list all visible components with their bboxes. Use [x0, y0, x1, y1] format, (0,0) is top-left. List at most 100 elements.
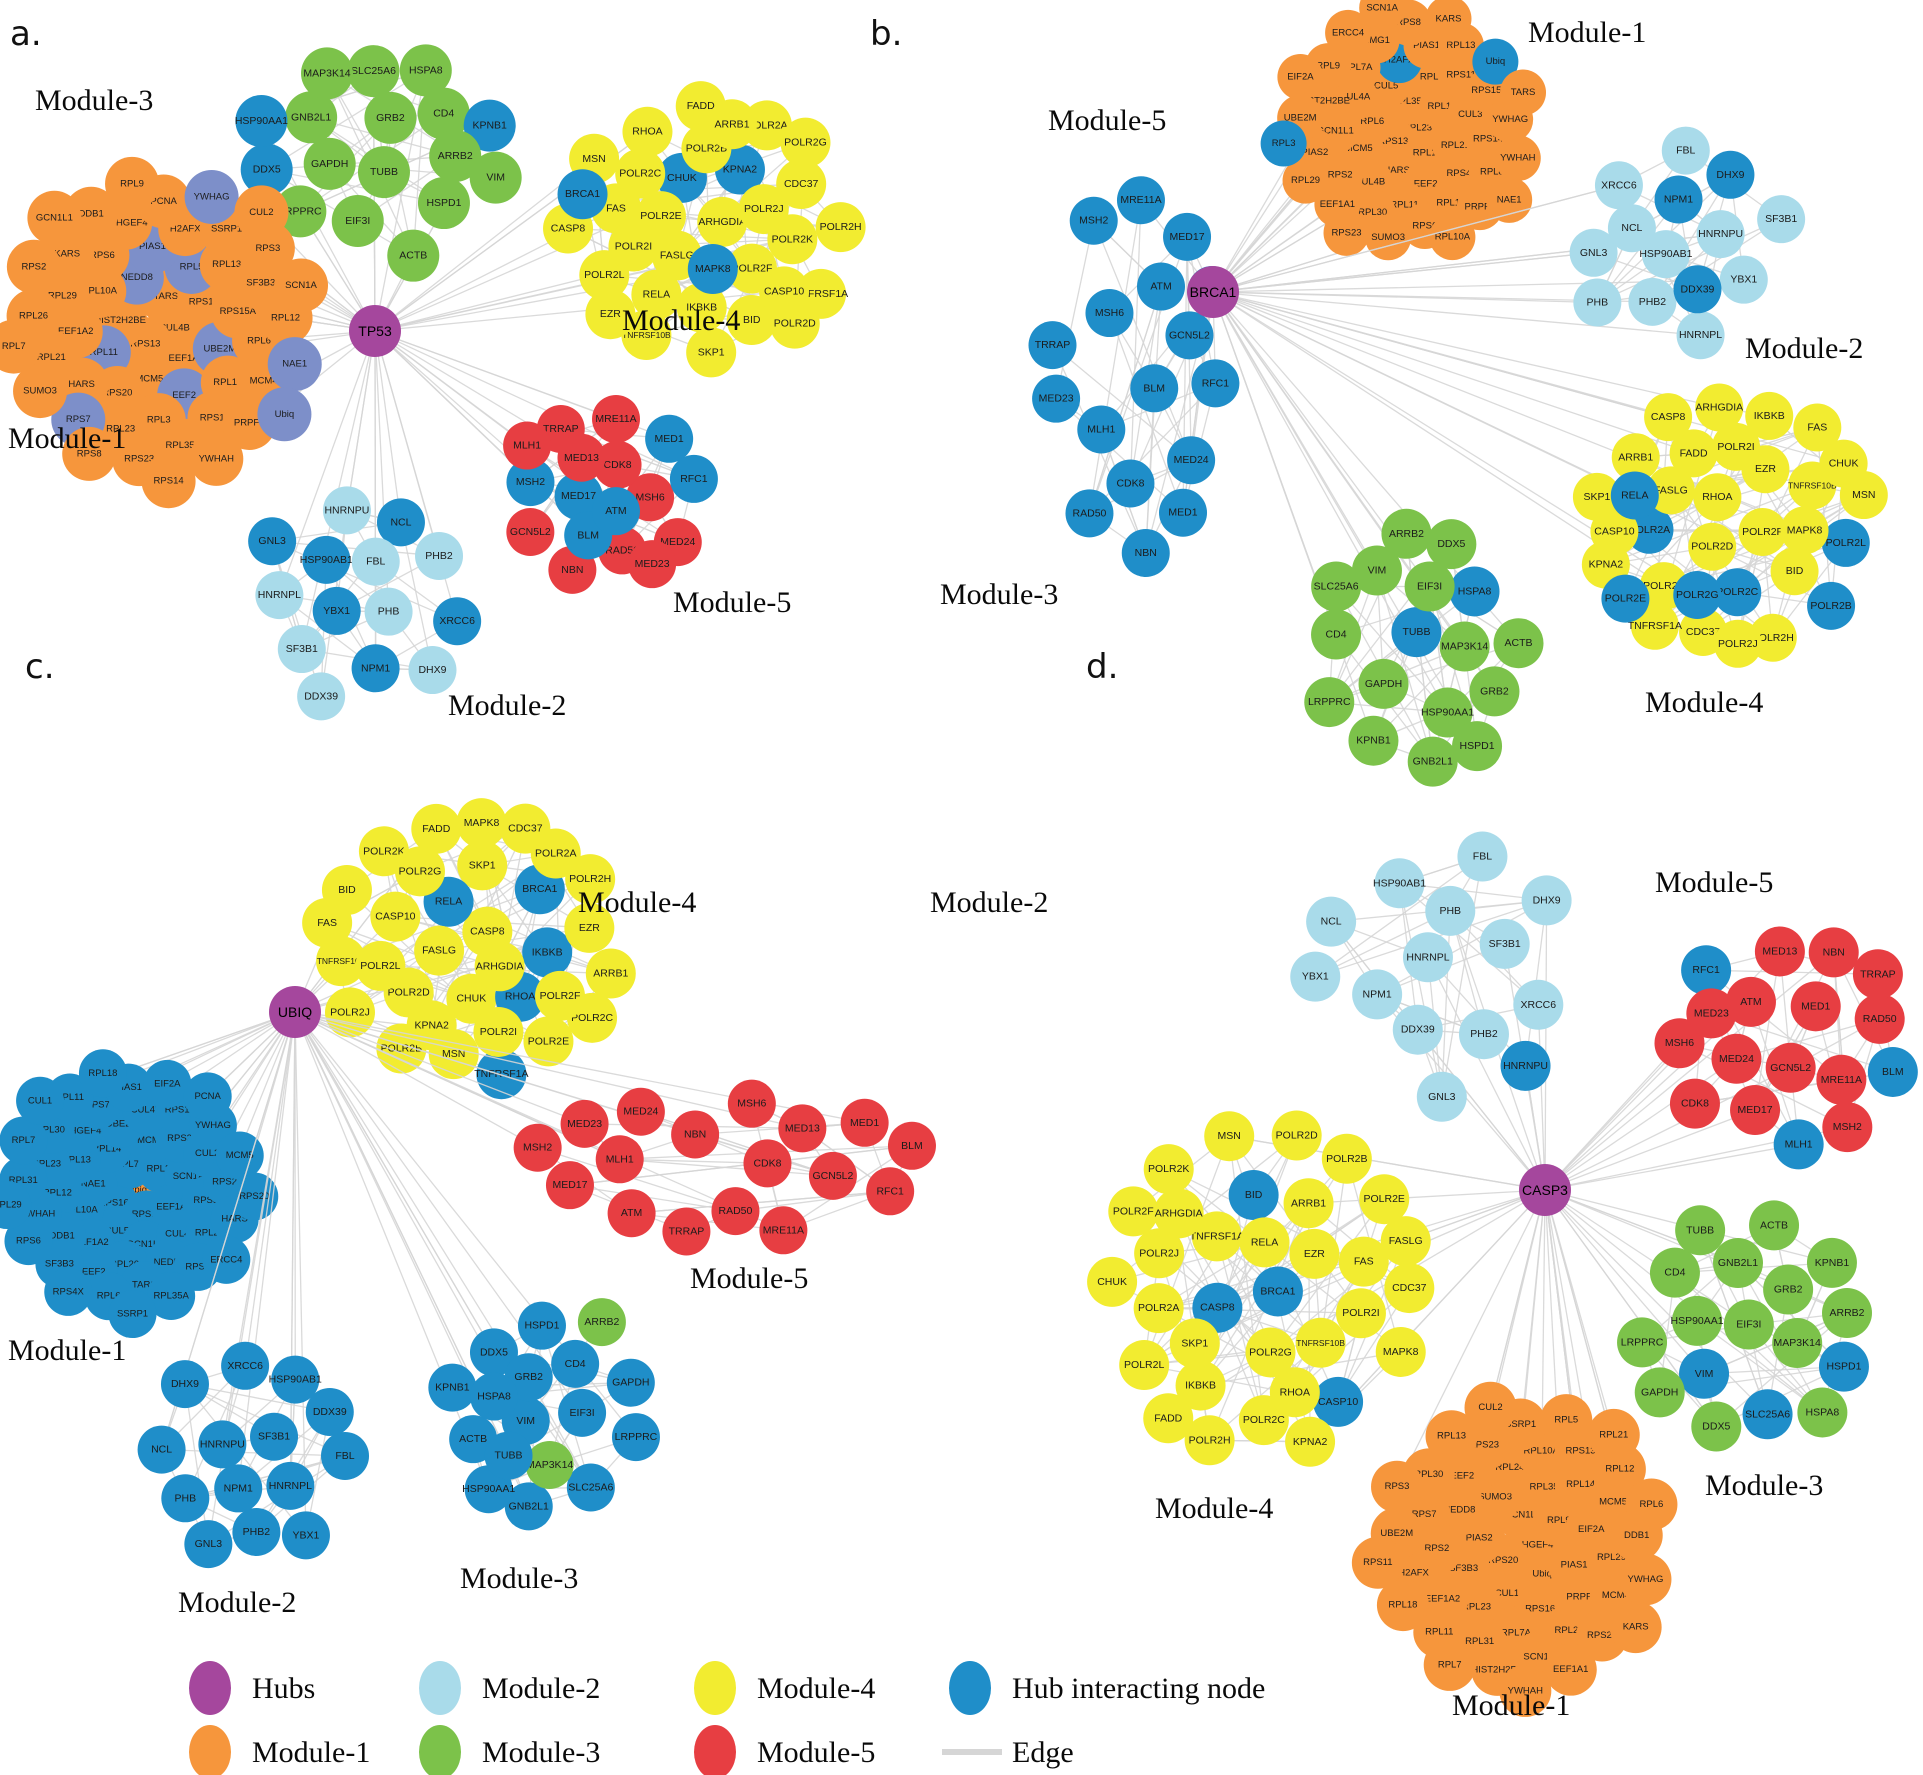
- node-circle-BID[interactable]: [1770, 547, 1819, 596]
- node-circle-LRPPRC[interactable]: [274, 185, 327, 238]
- node-circle-POLR2E[interactable]: [523, 1016, 574, 1067]
- node-circle-GCN5L2[interactable]: [506, 507, 555, 556]
- node-circle-RPL29[interactable]: [0, 1181, 32, 1230]
- node-FAS[interactable]: FAS: [302, 897, 353, 948]
- node-MED1[interactable]: MED1: [645, 414, 694, 463]
- node-circle-GCN1L1[interactable]: [27, 190, 82, 245]
- node-GCN5L2[interactable]: GCN5L2: [1165, 311, 1214, 360]
- node-RAD50[interactable]: RAD50: [711, 1187, 760, 1236]
- node-RPL29[interactable]: RPL29: [0, 1181, 32, 1230]
- node-circle-SF3B1[interactable]: [277, 625, 326, 674]
- node-POLR2I[interactable]: POLR2I: [1335, 1288, 1386, 1339]
- node-ARHGDIA[interactable]: ARHGDIA: [1695, 383, 1744, 432]
- node-XRCC6[interactable]: XRCC6: [1513, 979, 1564, 1030]
- node-circle-KPNA2[interactable]: [1285, 1416, 1336, 1467]
- node-SUMO3[interactable]: SUMO3: [1365, 214, 1412, 261]
- node-circle-RPS8[interactable]: [62, 426, 117, 481]
- node-KPNB1[interactable]: KPNB1: [1348, 715, 1399, 766]
- node-circle-MED23[interactable]: [1686, 988, 1737, 1039]
- node-FBL[interactable]: FBL: [1661, 126, 1710, 175]
- node-circle-ARHGDIA[interactable]: [1695, 383, 1744, 432]
- node-KARS[interactable]: KARS: [1609, 1601, 1662, 1654]
- node-POLR2A[interactable]: POLR2A: [1133, 1283, 1184, 1334]
- node-PHB2[interactable]: PHB2: [415, 531, 464, 580]
- node-circle-RPS3[interactable]: [1371, 1460, 1424, 1513]
- node-SCN1A[interactable]: SCN1A: [1359, 0, 1406, 31]
- node-circle-EIF3I[interactable]: [1404, 561, 1455, 612]
- node-circle-NCL[interactable]: [1306, 896, 1357, 947]
- node-TRRAP[interactable]: TRRAP: [662, 1207, 711, 1256]
- node-circle-ACTB[interactable]: [1749, 1200, 1800, 1251]
- node-POLR2J[interactable]: POLR2J: [324, 987, 375, 1038]
- node-RPS11[interactable]: RPS11: [1351, 1536, 1404, 1589]
- node-circle-XRCC6[interactable]: [1594, 161, 1643, 210]
- node-circle-HNRNPU[interactable]: [1500, 1040, 1551, 1091]
- node-HNRNPU[interactable]: HNRNPU: [198, 1420, 247, 1469]
- node-circle-POLR2F[interactable]: [1108, 1186, 1159, 1237]
- node-PHB[interactable]: PHB: [161, 1474, 210, 1523]
- node-circle-GNB2L1[interactable]: [285, 91, 338, 144]
- node-circle-KARS[interactable]: [1609, 1601, 1662, 1654]
- node-POLR2G[interactable]: POLR2G: [1673, 570, 1722, 619]
- node-circle-MED24[interactable]: [1711, 1033, 1762, 1084]
- node-circle-ARRB1[interactable]: [1611, 433, 1660, 482]
- node-circle-SSRP1[interactable]: [108, 1290, 157, 1339]
- node-CDC37[interactable]: CDC37: [1384, 1263, 1435, 1314]
- node-circle-GAPDH[interactable]: [1634, 1367, 1685, 1418]
- node-POLR2G[interactable]: POLR2G: [780, 117, 831, 168]
- node-GAPDH[interactable]: GAPDH: [606, 1358, 655, 1407]
- node-NAE1[interactable]: NAE1: [1486, 176, 1533, 223]
- node-RHOA[interactable]: RHOA: [1693, 473, 1742, 522]
- node-MRE11A[interactable]: MRE11A: [759, 1206, 808, 1255]
- node-circle-VIM[interactable]: [1679, 1348, 1730, 1399]
- node-circle-ARRB1[interactable]: [1283, 1178, 1334, 1229]
- node-circle-NBN[interactable]: [1808, 927, 1859, 978]
- node-MED17[interactable]: MED17: [1730, 1084, 1781, 1135]
- node-circle-ARRB1[interactable]: [585, 948, 636, 999]
- node-circle-KPNB1[interactable]: [1348, 715, 1399, 766]
- node-POLR2H[interactable]: POLR2H: [565, 854, 616, 905]
- node-circle-RPS14[interactable]: [141, 454, 196, 509]
- node-circle-SLC25A6[interactable]: [1742, 1389, 1793, 1440]
- node-circle-BLM[interactable]: [1130, 364, 1179, 413]
- node-GNL3[interactable]: GNL3: [248, 517, 297, 566]
- node-circle-RPL9[interactable]: [105, 156, 160, 211]
- node-DHX9[interactable]: DHX9: [1521, 875, 1572, 926]
- node-circle-MED1[interactable]: [1790, 981, 1841, 1032]
- node-LRPPRC[interactable]: LRPPRC: [274, 185, 327, 238]
- node-circle-NAE1[interactable]: [267, 337, 322, 392]
- node-SF3B1[interactable]: SF3B1: [1757, 195, 1806, 244]
- node-circle-CDK8[interactable]: [593, 440, 642, 489]
- node-MED23[interactable]: MED23: [628, 540, 677, 589]
- node-circle-POLR2I[interactable]: [1335, 1288, 1386, 1339]
- node-GCN1L1[interactable]: GCN1L1: [27, 190, 82, 245]
- node-circle-XRCC6[interactable]: [1513, 979, 1564, 1030]
- node-circle-FAS[interactable]: [1793, 403, 1842, 452]
- node-circle-MAPK8[interactable]: [456, 798, 507, 849]
- node-circle-POLR2G[interactable]: [780, 117, 831, 168]
- node-circle-MSH2[interactable]: [1069, 196, 1118, 245]
- node-NPM1[interactable]: NPM1: [351, 644, 400, 693]
- node-CASP10[interactable]: CASP10: [370, 891, 421, 942]
- node-circle-XRCC6[interactable]: [433, 597, 482, 646]
- node-circle-MED23[interactable]: [628, 540, 677, 589]
- node-MED24[interactable]: MED24: [616, 1087, 665, 1136]
- node-circle-TRRAP[interactable]: [1852, 949, 1903, 1000]
- node-HNRNPU[interactable]: HNRNPU: [1500, 1040, 1551, 1091]
- node-circle-KPNB1[interactable]: [428, 1363, 477, 1412]
- node-ARRB1[interactable]: ARRB1: [585, 948, 636, 999]
- node-SCN1A[interactable]: SCN1A: [274, 258, 329, 313]
- node-circle-EZR[interactable]: [1289, 1228, 1340, 1279]
- node-KPNA2[interactable]: KPNA2: [1285, 1416, 1336, 1467]
- node-ARRB1[interactable]: ARRB1: [707, 99, 758, 150]
- node-circle-BRCA1[interactable]: [557, 169, 608, 220]
- node-EEF1A1[interactable]: EEF1A1: [1544, 1643, 1597, 1696]
- node-GNB2L1[interactable]: GNB2L1: [1713, 1237, 1764, 1288]
- node-circle-IKBKB[interactable]: [522, 927, 573, 978]
- node-SLC25A6[interactable]: SLC25A6: [1742, 1389, 1793, 1440]
- node-circle-MLH1[interactable]: [1773, 1119, 1824, 1170]
- node-circle-NBN[interactable]: [1121, 528, 1170, 577]
- node-HNRNPL[interactable]: HNRNPL: [1676, 311, 1725, 360]
- node-circle-MED1[interactable]: [840, 1098, 889, 1147]
- node-circle-RHOA[interactable]: [622, 106, 673, 157]
